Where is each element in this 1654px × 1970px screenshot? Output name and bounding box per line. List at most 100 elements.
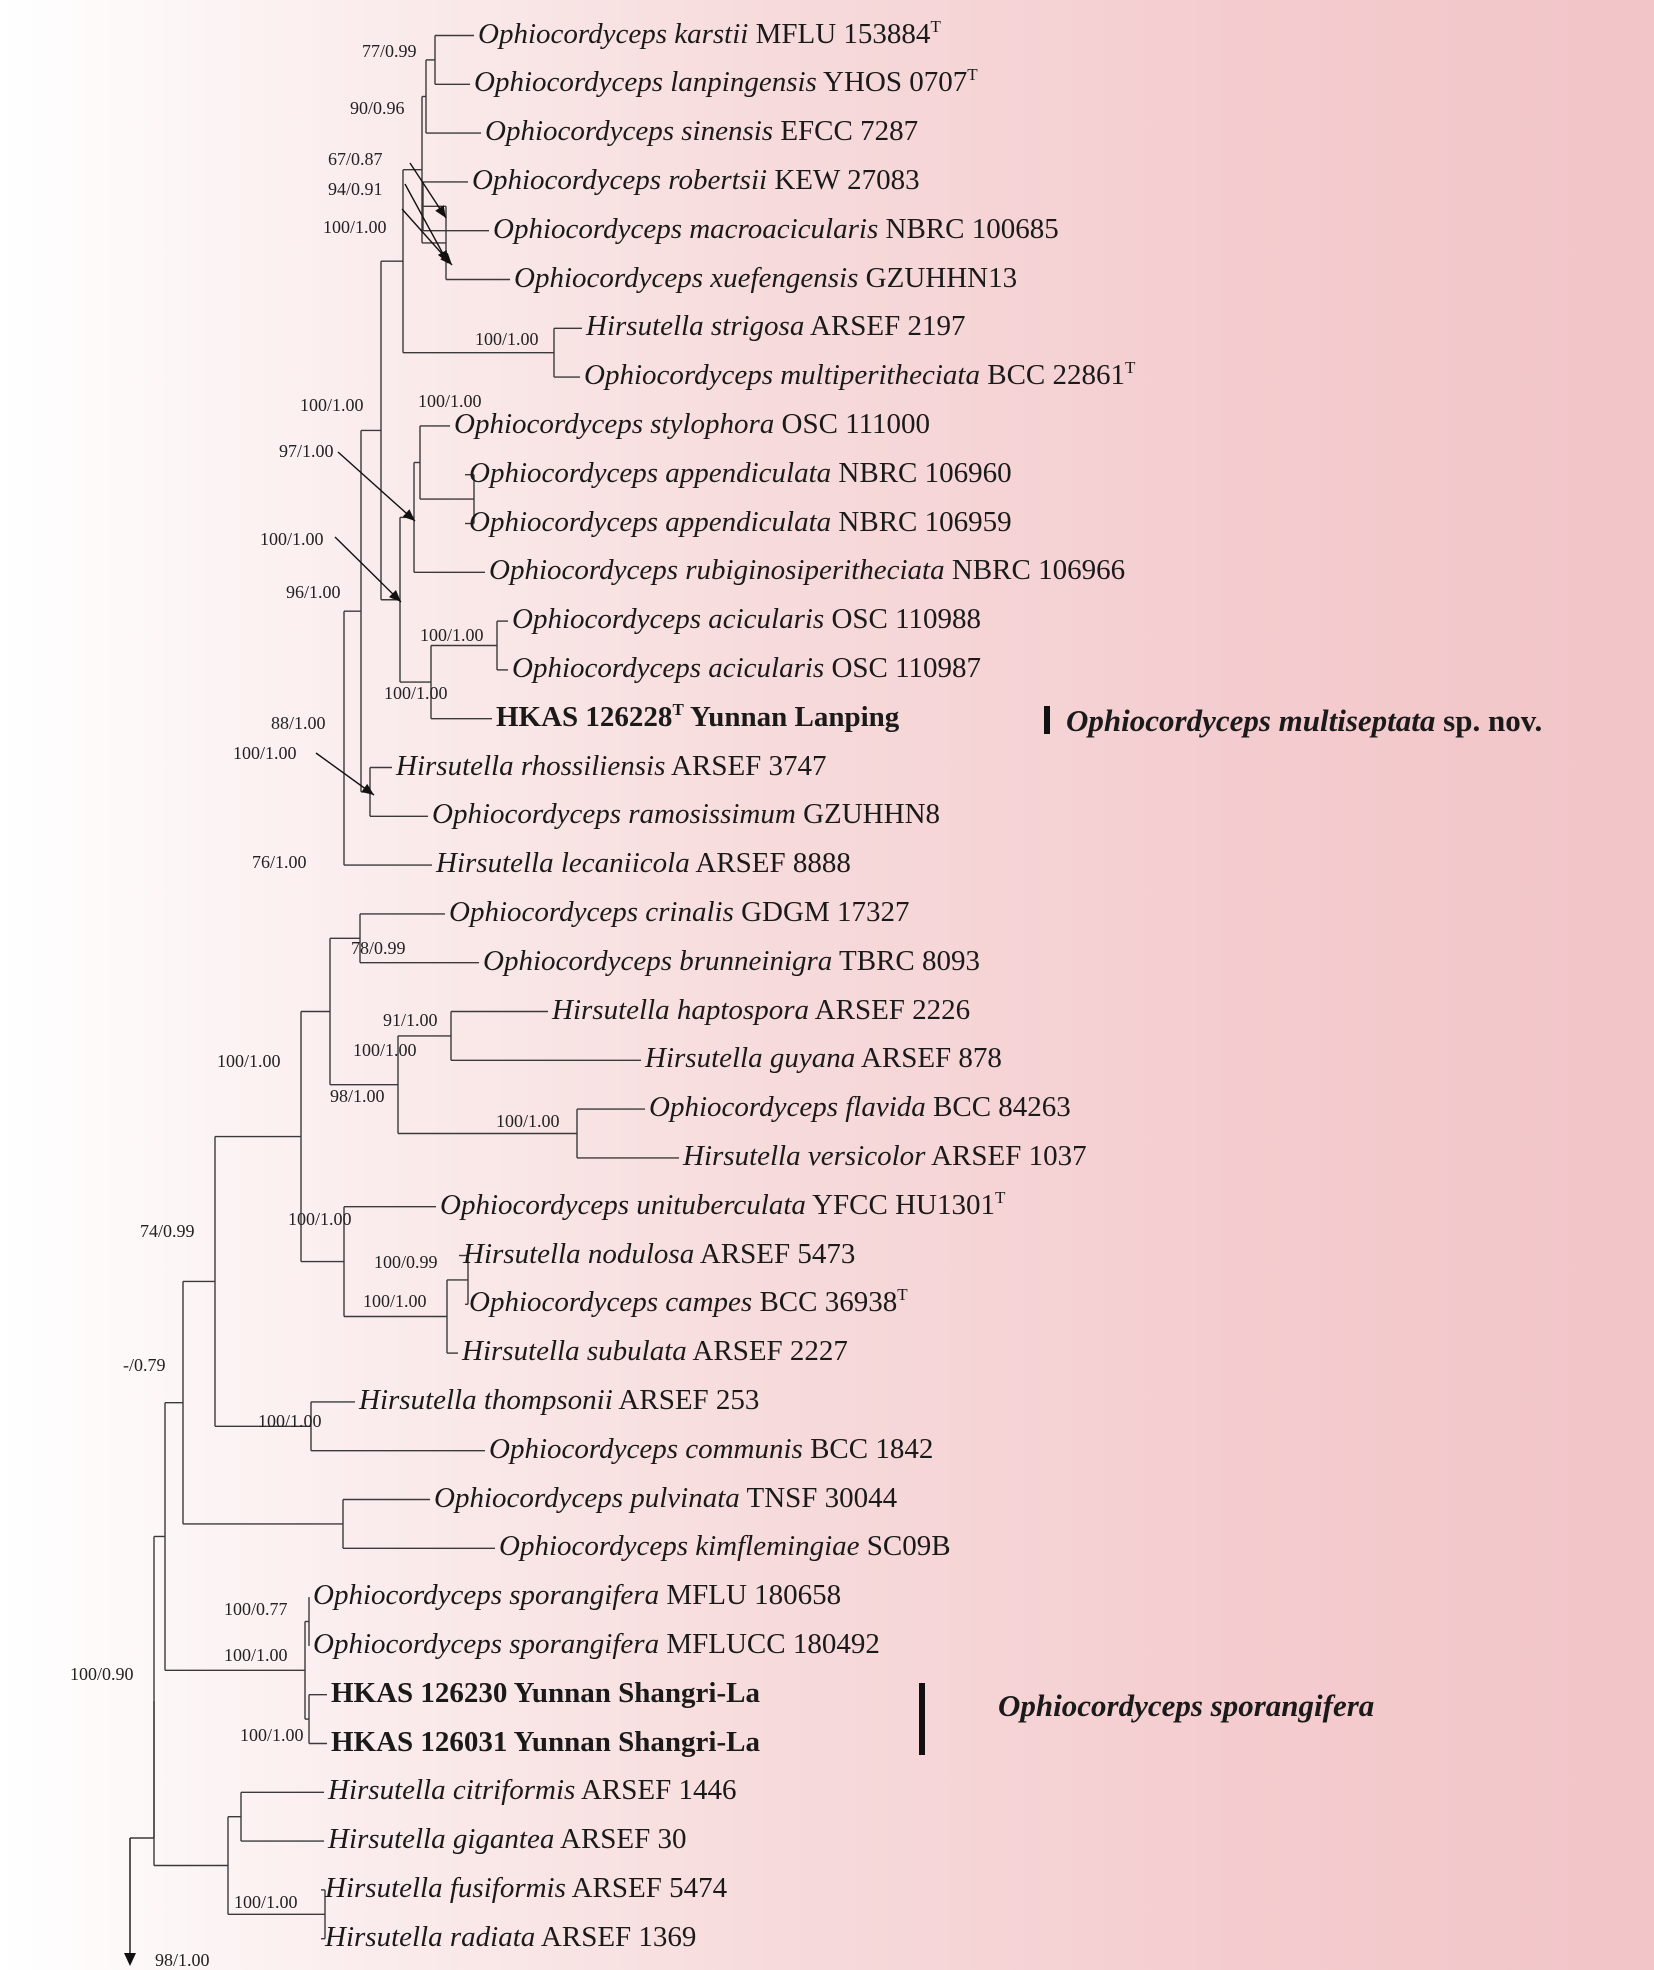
taxon-species: Ophiocordyceps sporangifera bbox=[313, 1579, 660, 1612]
support-value: 100/1.00 bbox=[260, 529, 324, 549]
taxon-species: Ophiocordyceps ramosissimum bbox=[432, 798, 796, 831]
clade-label-sporangifera: Ophiocordyceps sporangifera bbox=[998, 1690, 1374, 1721]
support-value: 100/1.00 bbox=[217, 1051, 281, 1071]
taxon-voucher: ARSEF 2197 bbox=[810, 310, 966, 343]
taxon-label: Ophiocordyceps kimflemingiae SC09B bbox=[499, 1532, 951, 1561]
clade-label-multiseptata-suffix: sp. nov. bbox=[1435, 703, 1543, 738]
taxon-label: Ophiocordyceps crinalis GDGM 17327 bbox=[449, 895, 910, 928]
taxon-species: Hirsutella lecaniicola bbox=[436, 847, 690, 880]
taxon-voucher: NBRC 106966 bbox=[951, 554, 1126, 587]
taxon-voucher: ARSEF 1037 bbox=[931, 1139, 1087, 1172]
taxon-species: Ophiocordyceps robertsii bbox=[472, 163, 768, 196]
taxon-voucher: ARSEF 8888 bbox=[695, 847, 851, 880]
support-value: 100/1.00 bbox=[384, 683, 448, 703]
support-value: 67/0.87 bbox=[328, 149, 383, 169]
taxon-species: Ophiocordyceps campes bbox=[469, 1286, 753, 1319]
taxon-species: Ophiocordyceps sporangifera bbox=[313, 1627, 660, 1660]
taxon-voucher: YHOS 0707 bbox=[823, 66, 968, 99]
taxon-species: Hirsutella strigosa bbox=[586, 310, 805, 343]
taxon-species: Ophiocordyceps kimflemingiae bbox=[499, 1530, 860, 1563]
taxon-voucher: GZUHHN8 bbox=[803, 798, 941, 831]
taxon-species: Ophiocordyceps unituberculata bbox=[440, 1188, 806, 1221]
taxon-species: Ophiocordyceps brunneinigra bbox=[483, 944, 833, 977]
taxon-species: Ophiocordyceps rubiginosiperitheciata bbox=[489, 554, 945, 587]
taxon-species: Ophiocordyceps acicularis bbox=[512, 603, 825, 636]
taxon-label: Ophiocordyceps multiperitheciata BCC 228… bbox=[584, 358, 1136, 392]
taxon-locality: Yunnan Lanping bbox=[689, 700, 900, 733]
taxon-voucher: NBRC 100685 bbox=[885, 212, 1059, 245]
taxon-species: Hirsutella rhossiliensis bbox=[396, 749, 666, 782]
taxon-species: Ophiocordyceps multiperitheciata bbox=[584, 359, 980, 392]
taxon-voucher: HKAS 126230 Yunnan Shangri-La bbox=[331, 1676, 760, 1709]
taxon-species: Ophiocordyceps lanpingensis bbox=[474, 66, 817, 99]
support-value: 76/1.00 bbox=[252, 852, 307, 872]
taxon-voucher: MFLU 180658 bbox=[666, 1579, 842, 1612]
taxon-voucher: OSC 110988 bbox=[831, 603, 982, 636]
taxon-label: Ophiocordyceps acicularis OSC 110988 bbox=[512, 605, 981, 634]
taxon-voucher: NBRC 106959 bbox=[838, 505, 1012, 538]
support-value: 100/1.00 bbox=[288, 1209, 352, 1229]
support-pointer-line bbox=[334, 536, 402, 603]
taxon-voucher: NBRC 106960 bbox=[838, 456, 1012, 489]
taxon-label: Ophiocordyceps macroacicularis NBRC 1006… bbox=[493, 212, 1059, 245]
outgroup-arrow-head bbox=[124, 1953, 136, 1966]
taxon-voucher: OSC 110987 bbox=[831, 651, 982, 684]
taxon-species: Hirsutella haptospora bbox=[552, 993, 809, 1026]
taxon-label: Hirsutella nodulosa ARSEF 5473 bbox=[463, 1237, 855, 1270]
taxon-voucher: ARSEF 253 bbox=[618, 1383, 760, 1416]
support-value: 100/1.00 bbox=[475, 329, 539, 349]
taxon-species: Ophiocordyceps flavida bbox=[649, 1091, 926, 1124]
clade-label-multiseptata: Ophiocordyceps multiseptata sp. nov. bbox=[1066, 705, 1542, 736]
support-value: 100/1.00 bbox=[363, 1291, 427, 1311]
taxon-label: Hirsutella rhossiliensis ARSEF 3747 bbox=[396, 749, 827, 782]
taxon-species: Ophiocordyceps appendiculata bbox=[469, 456, 832, 489]
support-value: 100/0.77 bbox=[224, 1599, 288, 1619]
taxon-species: Ophiocordyceps macroacicularis bbox=[493, 212, 879, 245]
taxon-species: Hirsutella fusiformis bbox=[325, 1871, 566, 1904]
support-value: 100/1.00 bbox=[240, 1725, 304, 1745]
taxon-label: Hirsutella gigantea ARSEF 30 bbox=[328, 1825, 687, 1854]
taxon-voucher: BCC 1842 bbox=[810, 1432, 934, 1465]
taxon-voucher: MFLUCC 180492 bbox=[666, 1627, 880, 1660]
clade-bar-multiseptata bbox=[1044, 706, 1050, 734]
taxon-label: Ophiocordyceps appendiculata NBRC 106959 bbox=[469, 505, 1012, 538]
taxon-species: Hirsutella thompsonii bbox=[359, 1383, 613, 1416]
type-marker: T bbox=[995, 1187, 1006, 1207]
support-value: -/0.79 bbox=[123, 1355, 166, 1375]
taxon-label: Ophiocordyceps ramosissimum GZUHHN8 bbox=[432, 800, 940, 829]
clade-bar-sporangifera bbox=[919, 1683, 925, 1755]
support-value: 74/0.99 bbox=[140, 1221, 195, 1241]
taxon-species: Hirsutella subulata bbox=[462, 1335, 687, 1368]
taxon-label: HKAS 126230 Yunnan Shangri-La bbox=[331, 1676, 760, 1709]
clade-label-sporangifera-name: Ophiocordyceps sporangifera bbox=[998, 1688, 1375, 1723]
taxon-label: Ophiocordyceps campes BCC 36938T bbox=[469, 1286, 908, 1319]
taxon-species: Ophiocordyceps appendiculata bbox=[469, 505, 832, 538]
taxon-voucher: TNSF 30044 bbox=[746, 1481, 898, 1514]
taxon-species: Ophiocordyceps xuefengensis bbox=[514, 261, 859, 294]
taxon-voucher: HKAS 126228 bbox=[496, 700, 673, 733]
taxon-voucher: EFCC 7287 bbox=[780, 115, 919, 148]
support-pointer-head bbox=[402, 509, 415, 521]
taxon-species: Hirsutella nodulosa bbox=[463, 1237, 695, 1270]
taxon-voucher: GDGM 17327 bbox=[741, 895, 910, 928]
taxon-voucher: ARSEF 5474 bbox=[571, 1871, 728, 1904]
type-marker: T bbox=[1125, 358, 1136, 378]
clade-label-multiseptata-name: Ophiocordyceps multiseptata bbox=[1066, 703, 1436, 738]
support-value: 100/1.00 bbox=[300, 395, 364, 415]
taxon-voucher: ARSEF 878 bbox=[860, 1042, 1002, 1075]
taxon-label: Ophiocordyceps brunneinigra TBRC 8093 bbox=[483, 944, 980, 977]
taxon-label: Ophiocordyceps acicularis OSC 110987 bbox=[512, 651, 982, 684]
support-value: 100/1.00 bbox=[258, 1411, 322, 1431]
support-value: 100/1.00 bbox=[323, 217, 387, 237]
support-value: 100/1.00 bbox=[233, 743, 297, 763]
taxon-label: HKAS 126228T Yunnan Lanping bbox=[496, 700, 900, 733]
taxon-label: Hirsutella haptospora ARSEF 2226 bbox=[552, 993, 970, 1026]
support-value: 100/1.00 bbox=[418, 391, 482, 411]
support-value: 97/1.00 bbox=[279, 441, 334, 461]
taxon-label: Ophiocordyceps sinensis EFCC 7287 bbox=[485, 117, 918, 146]
taxon-label: Hirsutella strigosa ARSEF 2197 bbox=[586, 312, 966, 341]
support-value: 100/0.90 bbox=[70, 1664, 134, 1684]
taxon-voucher: ARSEF 1446 bbox=[580, 1774, 737, 1807]
taxon-label: Ophiocordyceps rubiginosiperitheciata NB… bbox=[489, 556, 1125, 585]
